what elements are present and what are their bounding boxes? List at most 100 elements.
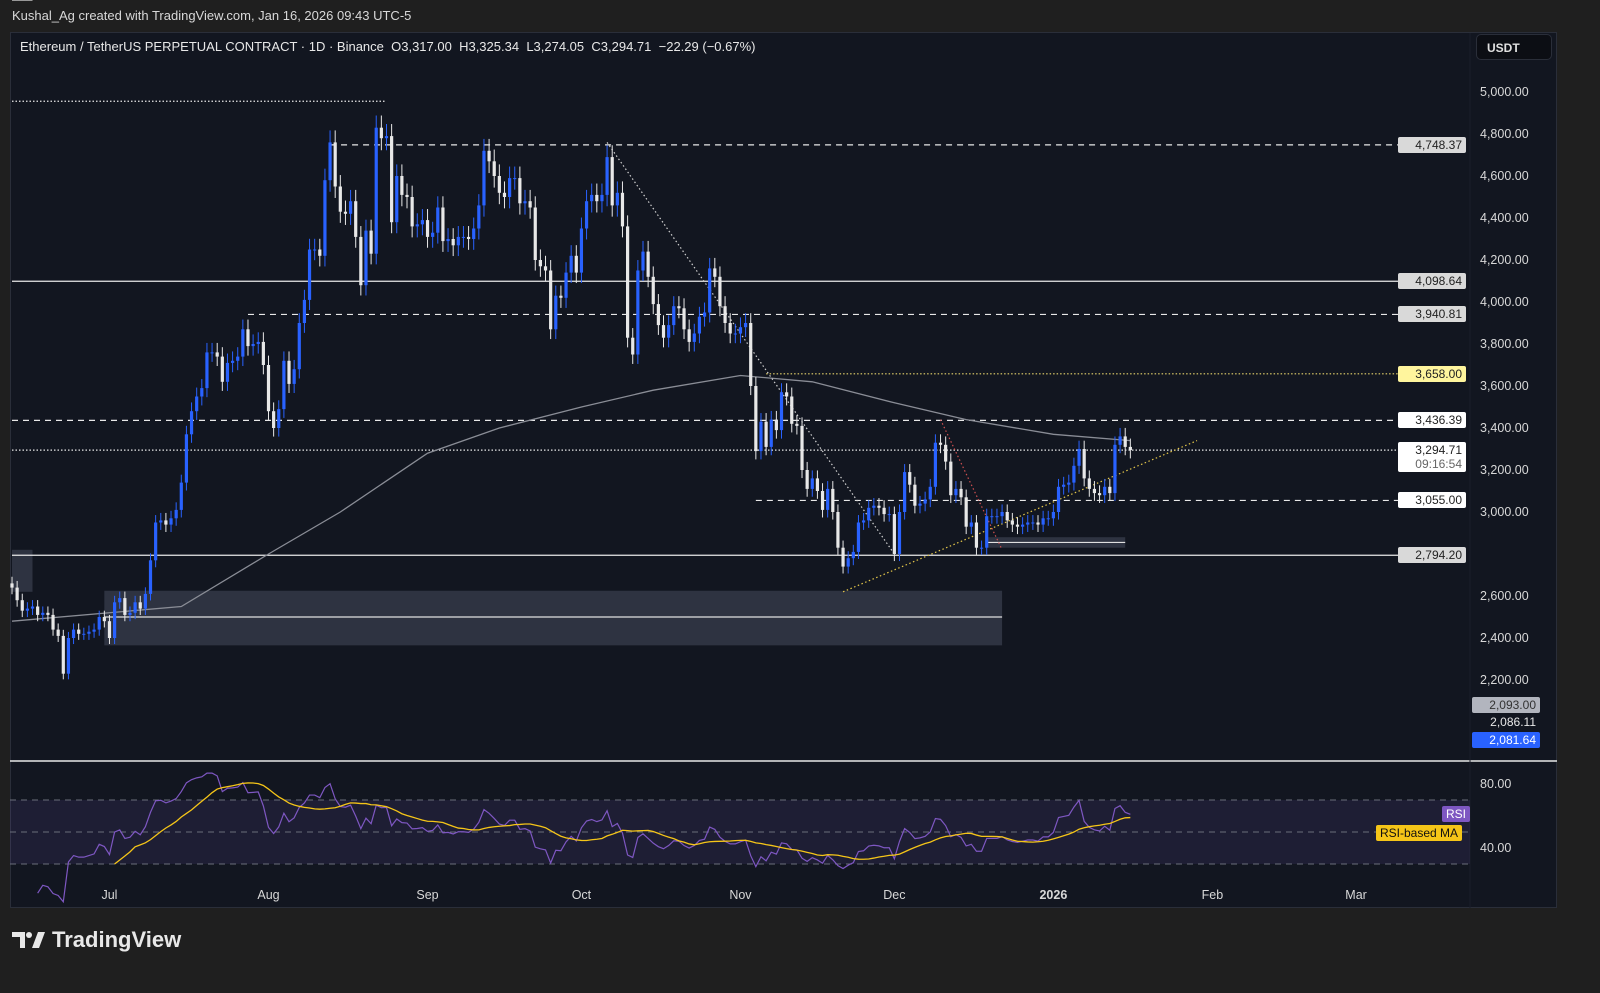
candle-body: [779, 392, 784, 431]
candle: [15, 580, 19, 607]
candle: [554, 285, 558, 340]
tradingview-logo[interactable]: TradingView: [12, 927, 181, 953]
candle-body: [790, 396, 794, 424]
candle: [256, 332, 260, 354]
candle: [702, 302, 707, 327]
candle-body: [897, 512, 902, 554]
candle-body: [46, 612, 50, 615]
candle: [328, 130, 332, 192]
candle: [431, 221, 435, 248]
candle-body: [1072, 465, 1076, 483]
candle-body: [733, 333, 737, 335]
currency-button[interactable]: USDT: [1476, 34, 1552, 60]
candle-body: [559, 295, 563, 298]
candle: [574, 245, 578, 284]
candle-body: [887, 514, 891, 516]
candle-body: [1046, 518, 1050, 520]
candle-body: [815, 478, 820, 491]
candle: [908, 464, 912, 493]
candle: [620, 181, 625, 238]
candle-body: [764, 421, 768, 447]
candle: [723, 296, 727, 333]
candle-body: [118, 598, 122, 603]
candle: [220, 347, 224, 391]
candle-body: [651, 276, 655, 305]
candle-body: [636, 270, 640, 355]
candle: [769, 410, 773, 456]
price-tick-label: 5,000.00: [1480, 85, 1529, 99]
candle: [410, 185, 414, 238]
candle-body: [359, 236, 363, 286]
candle-body: [159, 520, 163, 523]
candle-body: [92, 629, 96, 632]
candle-body: [10, 583, 14, 588]
candle: [867, 500, 871, 528]
candle-body: [1051, 512, 1055, 519]
candle: [569, 245, 573, 284]
candle-body: [959, 488, 963, 498]
candle-body: [200, 388, 204, 397]
candle-body: [431, 232, 435, 237]
candle-body: [1041, 518, 1045, 525]
candle-body: [1082, 449, 1086, 479]
candle: [815, 470, 820, 499]
candle-body: [979, 547, 984, 549]
candle: [477, 194, 481, 240]
candle: [656, 294, 660, 335]
candle: [590, 183, 594, 213]
candle: [123, 591, 127, 622]
level-price-tag: 3,436.39: [1398, 412, 1466, 429]
candle-body: [995, 516, 999, 518]
candle: [682, 298, 686, 340]
candle-body: [133, 602, 137, 613]
candle-body: [846, 558, 850, 567]
candle-body: [174, 509, 178, 519]
candle-body: [25, 608, 29, 611]
candle: [1103, 478, 1107, 503]
candle-body: [985, 516, 989, 548]
candle: [184, 425, 189, 491]
candle: [333, 130, 337, 198]
candle: [497, 164, 501, 205]
candle: [708, 257, 712, 323]
candle: [1051, 504, 1055, 526]
candle-body: [631, 337, 635, 355]
candle: [687, 319, 691, 352]
candle: [990, 508, 994, 524]
candle: [949, 453, 953, 503]
price-zone: [104, 590, 1003, 646]
axis-price-tag: 2,086.11: [1490, 715, 1536, 729]
candle: [189, 402, 194, 443]
candle-body: [451, 239, 455, 246]
candle: [1123, 427, 1127, 456]
candle-body: [56, 629, 60, 636]
candle-body: [923, 499, 927, 504]
candle: [1046, 510, 1050, 526]
candle: [138, 595, 142, 616]
candle-body: [590, 194, 594, 202]
candle-body: [492, 161, 496, 176]
candle: [379, 115, 383, 151]
candle: [1082, 440, 1086, 487]
candle-body: [533, 207, 537, 260]
candle: [502, 181, 507, 209]
candle-body: [913, 484, 917, 506]
chart-panel[interactable]: [10, 32, 1557, 908]
candle: [518, 166, 522, 215]
candle-body: [600, 194, 604, 202]
candle: [318, 238, 322, 267]
candle-body: [528, 201, 532, 208]
candle-body: [138, 602, 142, 609]
symbol-title[interactable]: Ethereum / TetherUS PERPETUAL CONTRACT ·…: [20, 39, 384, 54]
candle-body: [482, 150, 486, 206]
candle-body: [738, 327, 743, 334]
candle-body: [461, 236, 466, 238]
candle: [46, 606, 50, 622]
candle-body: [123, 598, 127, 615]
candle-body: [728, 323, 732, 334]
candle: [718, 266, 722, 317]
candle-body: [903, 472, 907, 512]
candle-body: [328, 142, 332, 181]
candle: [282, 351, 286, 418]
